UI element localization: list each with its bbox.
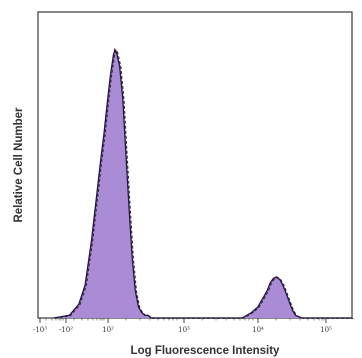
series-layer [53,47,354,319]
histogram-dashed-outline [54,48,354,319]
x-tick-label: 10² [102,326,114,334]
x-tick-label: -10² [59,326,73,334]
histogram-fill [53,49,352,318]
x-axis-ticks: -10³ -10² 10² 10³ 10⁴ 10⁵ [33,318,332,334]
histogram-outline [53,47,352,319]
x-tick-label: -10³ [33,326,47,334]
x-tick-label: 10⁵ [320,326,332,334]
x-tick-label: 10⁴ [252,326,264,334]
x-tick-label: 10³ [178,326,190,334]
plot-frame [37,11,353,319]
plot-border [37,11,353,319]
y-axis-title: Relative Cell Number [13,107,25,223]
x-axis-title: Log Fluorescence Intensity [131,345,280,357]
